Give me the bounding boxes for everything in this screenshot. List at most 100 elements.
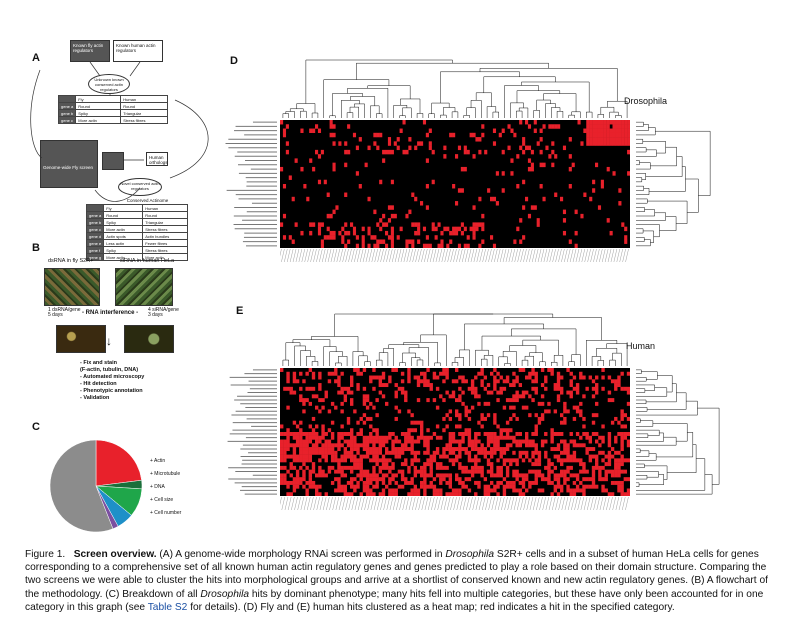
heat-cell <box>361 235 365 240</box>
heat-cell <box>375 398 379 403</box>
heat-cell <box>350 469 354 474</box>
heat-cell <box>536 222 540 227</box>
heat-cell <box>464 405 468 410</box>
heat-cell <box>531 469 535 474</box>
heat-cell <box>413 450 418 455</box>
heat-cell <box>420 484 424 489</box>
heat-cell <box>388 465 392 470</box>
heat-cell <box>589 137 593 142</box>
heat-cell <box>365 484 370 489</box>
heat-cell <box>572 454 577 459</box>
heat-cell <box>302 409 306 414</box>
heat-cell <box>607 439 612 444</box>
heat-cell <box>493 450 497 455</box>
heat-cell <box>603 128 607 133</box>
heat-cell <box>505 398 510 403</box>
fly-cells-image <box>56 325 106 353</box>
heat-cell <box>396 137 400 142</box>
heat-cell <box>521 450 526 455</box>
heat-cell <box>513 239 517 244</box>
heat-cell <box>300 230 304 236</box>
heat-cell <box>372 450 376 455</box>
heat-cell <box>417 226 421 232</box>
heat-cell <box>359 371 363 376</box>
heat-cell <box>480 383 484 388</box>
heat-cell <box>490 480 494 485</box>
heat-cell <box>614 383 618 388</box>
heat-cell <box>292 443 297 448</box>
heat-cell <box>407 375 411 380</box>
heat-cell <box>327 379 332 384</box>
heat-cell <box>295 435 300 440</box>
heat-cell <box>486 413 491 418</box>
heat-cell <box>510 128 514 133</box>
heat-cell <box>429 435 433 440</box>
heat-cell <box>311 371 316 376</box>
heat-cell <box>305 465 309 470</box>
heat-cell <box>589 128 593 133</box>
heat-cell <box>397 409 402 414</box>
heat-cell <box>309 222 313 227</box>
heat-cell <box>411 192 415 197</box>
heat-cell <box>540 394 545 399</box>
heat-cell <box>385 222 389 227</box>
heat-cell <box>318 386 322 391</box>
heat-cell <box>528 480 532 485</box>
heat-cell <box>515 458 519 463</box>
heat-cell <box>518 450 523 455</box>
heat-cell <box>449 230 453 236</box>
heat-cell <box>458 375 462 380</box>
heat-cell <box>311 375 316 380</box>
heat-cell <box>556 473 561 478</box>
heat-cell <box>324 454 328 459</box>
heat-cell <box>470 386 475 391</box>
heat-cell <box>527 166 532 172</box>
heat-cell <box>455 230 459 236</box>
heat-cell <box>560 196 564 202</box>
heat-cell <box>451 450 456 455</box>
heat-cell <box>502 458 507 463</box>
heat-cell <box>597 120 602 125</box>
heat-cell <box>464 409 468 414</box>
heat-cell <box>413 484 418 489</box>
heat-cell <box>440 243 444 248</box>
heat-cell <box>540 477 545 482</box>
heat-cell <box>353 484 357 489</box>
caption-heading: Screen overview. <box>73 549 157 560</box>
heat-cell <box>343 450 348 455</box>
heat-cell <box>595 432 599 436</box>
heat-cell <box>435 462 440 467</box>
heat-cell <box>394 447 398 452</box>
heat-cell <box>621 132 625 138</box>
heat-cell <box>589 124 593 129</box>
heat-cell <box>404 462 408 467</box>
heat-cell <box>588 439 593 444</box>
heat-cell <box>598 477 602 482</box>
heat-cell <box>308 469 313 474</box>
heat-cell <box>569 390 573 395</box>
heat-cell <box>332 141 336 146</box>
heat-cell <box>542 196 546 202</box>
heat-cell <box>426 435 430 440</box>
heat-cell <box>294 158 298 163</box>
heat-cell <box>385 458 389 463</box>
heat-cell <box>486 492 491 496</box>
heat-cell <box>595 162 599 168</box>
heat-cell <box>372 428 376 433</box>
heat-cell <box>521 484 526 489</box>
heat-cell <box>367 196 371 202</box>
heat-cell <box>572 405 577 410</box>
heat-cell <box>623 435 628 440</box>
heat-cell <box>280 465 284 470</box>
heat-cell <box>400 450 405 455</box>
heat-cell <box>512 383 516 388</box>
heat-cell <box>544 386 548 391</box>
heat-cell <box>410 420 414 425</box>
heat-cell <box>618 201 622 206</box>
heat-cell <box>381 439 386 444</box>
table-s2-link[interactable]: Table S2 <box>147 601 188 613</box>
heat-cell <box>394 383 398 388</box>
heat-cell <box>434 226 438 232</box>
heat-cell <box>327 371 332 376</box>
heat-cell <box>455 473 459 478</box>
